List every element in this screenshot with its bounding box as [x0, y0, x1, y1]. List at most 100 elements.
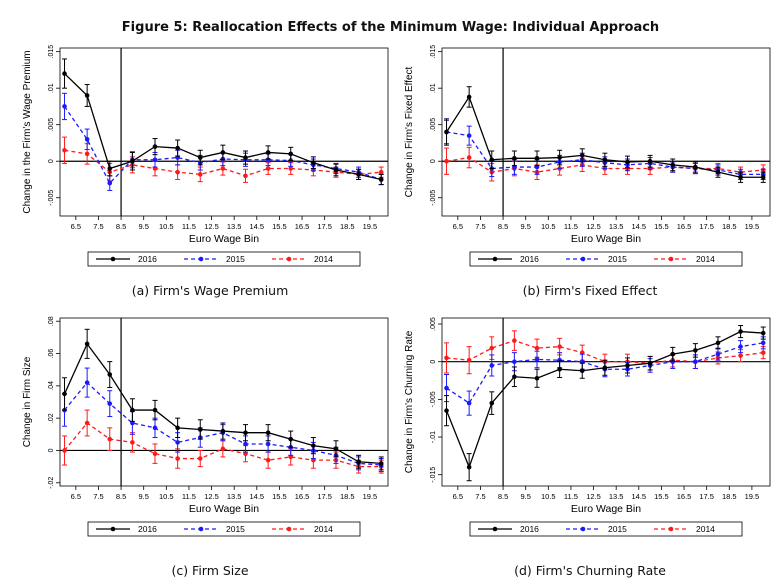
data-point-2016 — [197, 155, 203, 160]
data-point-2014 — [738, 353, 743, 358]
data-point-2015 — [760, 340, 766, 346]
data-point-2016 — [715, 169, 721, 175]
x-tick-label: 9.5 — [138, 492, 148, 501]
data-point-2015 — [107, 180, 113, 186]
series-line-2014 — [64, 149, 382, 177]
legend-marker-2016 — [492, 526, 498, 532]
x-tick-label: 11.5 — [182, 222, 196, 231]
data-point-2016 — [84, 93, 90, 98]
x-tick-label: 7.5 — [475, 222, 485, 231]
x-tick-label: 12.5 — [586, 222, 601, 231]
y-tick-label: 0 — [430, 360, 437, 364]
plot-frame — [59, 47, 389, 217]
y-tick-label: -.005 — [430, 391, 437, 407]
data-point-2014 — [557, 344, 562, 349]
data-point-2016 — [670, 351, 676, 357]
chart-panel-b: -.005 0 .005 .01 .015 6.5 7.5 8.5 9.5 10.5 11.5 12.… — [404, 45, 771, 267]
x-tick-label: 7.5 — [93, 492, 103, 501]
data-point-2016 — [534, 155, 540, 161]
data-point-2015 — [512, 359, 517, 364]
x-tick-label: 8.5 — [116, 492, 126, 501]
legend — [469, 251, 743, 267]
legend-label-2015: 2015 — [608, 524, 627, 534]
x-tick-label: 18.5 — [340, 492, 355, 501]
x-tick-label: 17.5 — [699, 492, 714, 501]
y-tick-label: .01 — [430, 83, 437, 93]
x-tick-label: 13.5 — [609, 492, 624, 501]
x-tick-label: 8.5 — [498, 222, 508, 231]
legend-marker-2014 — [286, 526, 292, 532]
y-tick-label: -.005 — [48, 190, 55, 206]
x-tick-label: 19.5 — [363, 492, 378, 501]
data-point-2016 — [311, 443, 316, 448]
x-tick-label: 7.5 — [93, 222, 103, 231]
data-point-2014 — [243, 173, 248, 179]
data-point-2016 — [715, 340, 721, 346]
x-tick-label: 15.5 — [272, 222, 287, 231]
x-tick-label: 9.5 — [520, 492, 530, 501]
x-tick-label: 8.5 — [116, 222, 126, 231]
data-point-2016 — [693, 164, 698, 170]
legend-label-2014: 2014 — [696, 254, 715, 264]
y-tick-label: .015 — [48, 45, 55, 59]
data-point-2016 — [557, 155, 562, 160]
data-point-2016 — [647, 360, 653, 366]
data-point-2014 — [489, 345, 495, 351]
data-point-2015 — [466, 400, 472, 406]
plot-frame — [441, 317, 771, 487]
data-point-2016 — [512, 155, 517, 161]
data-point-2014 — [760, 350, 766, 355]
x-tick-label: 16.5 — [677, 492, 692, 501]
x-axis-label: Euro Wage Bin — [189, 503, 259, 515]
data-point-2014 — [534, 345, 540, 351]
data-point-2016 — [333, 446, 339, 452]
x-tick-label: 12.5 — [204, 492, 219, 501]
y-axis-label: Change in Firm's Churning Rate — [404, 330, 415, 473]
y-tick-label: 0 — [430, 159, 437, 163]
data-point-2016 — [602, 365, 608, 371]
data-point-2016 — [378, 177, 384, 182]
x-tick-label: 10.5 — [541, 222, 556, 231]
data-point-2014 — [62, 448, 67, 453]
data-point-2016 — [288, 151, 294, 157]
data-point-2016 — [693, 348, 698, 353]
data-point-2016 — [670, 162, 676, 168]
y-tick-label: .06 — [48, 349, 55, 359]
plot-frame — [441, 47, 771, 217]
y-tick-label: -.02 — [48, 477, 55, 489]
data-point-2014 — [466, 155, 472, 160]
data-point-2016 — [378, 461, 384, 466]
series-line-2014 — [446, 339, 764, 364]
x-tick-label: 19.5 — [745, 222, 760, 231]
data-point-2014 — [220, 166, 226, 171]
x-tick-label: 9.5 — [520, 222, 530, 231]
data-point-2015 — [466, 133, 472, 138]
y-axis-label: Change in the Firm's Wage Premium — [22, 50, 33, 213]
legend-label-2014: 2014 — [314, 254, 333, 264]
x-tick-label: 12.5 — [204, 222, 219, 231]
y-tick-label: 0 — [48, 159, 55, 163]
data-point-2016 — [625, 159, 630, 165]
data-point-2016 — [220, 150, 226, 155]
data-point-2015 — [265, 441, 271, 447]
x-tick-label: 14.5 — [631, 492, 646, 501]
legend-label-2015: 2015 — [226, 524, 245, 534]
legend-label-2015: 2015 — [608, 254, 627, 264]
x-tick-label: 13.5 — [227, 492, 242, 501]
data-point-2016 — [107, 372, 113, 377]
x-axis-label: Euro Wage Bin — [571, 233, 641, 245]
data-point-2015 — [175, 440, 180, 445]
x-tick-label: 13.5 — [609, 222, 624, 231]
legend-label-2016: 2016 — [138, 524, 157, 534]
x-tick-label: 15.5 — [654, 492, 669, 501]
data-point-2016 — [444, 129, 449, 135]
data-point-2015 — [444, 385, 449, 391]
legend-marker-2015 — [198, 256, 204, 262]
legend-label-2016: 2016 — [138, 254, 157, 264]
data-point-2016 — [243, 430, 248, 435]
x-tick-label: 10.5 — [159, 492, 174, 501]
caption-b: (b) Firm's Fixed Effect — [522, 283, 658, 298]
data-point-2016 — [197, 427, 203, 432]
data-point-2015 — [152, 157, 158, 163]
data-point-2016 — [265, 150, 271, 155]
